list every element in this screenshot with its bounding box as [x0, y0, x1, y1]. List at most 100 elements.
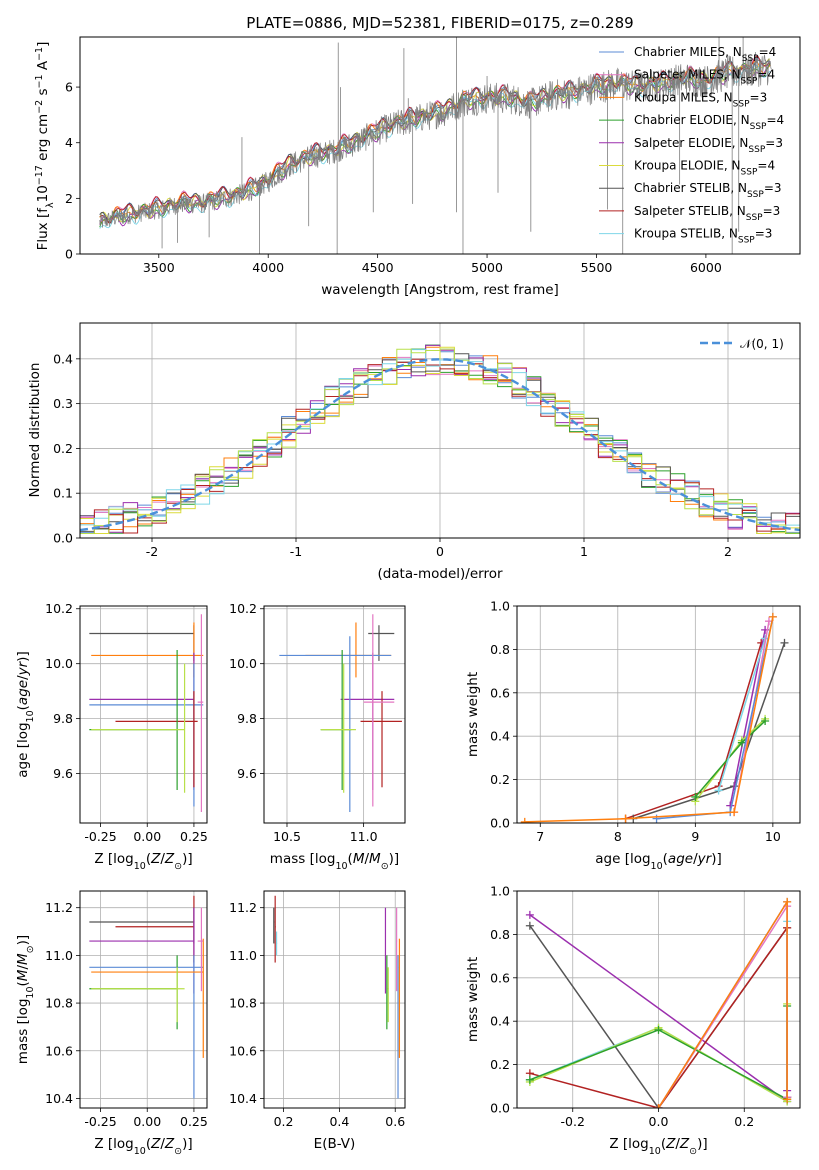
- y-tick-label: 9.6: [53, 766, 73, 781]
- legend-text: Chabrier ELODIE, N: [634, 113, 750, 127]
- label-part: M: [15, 969, 31, 981]
- panel-mass_weight_vs_Z: -0.2 0.0 0.20.00.20.40.60.81.0Z [log10(Z/Z…: [465, 884, 800, 1157]
- weight-marker: [783, 897, 792, 906]
- y-axis-label: age [log10(age/yr)]: [15, 651, 36, 777]
- x-tick-label: -1: [290, 544, 302, 559]
- x-tick-label: 8: [614, 829, 622, 844]
- label-part: mass [log: [15, 999, 31, 1065]
- label-part: )]: [15, 935, 31, 946]
- y-tick-label: 0: [65, 247, 73, 262]
- weight-marker: [654, 1025, 663, 1034]
- legend-sub: SSP: [742, 54, 759, 64]
- label-part: ]: [35, 42, 51, 47]
- weight-marker: [525, 910, 534, 919]
- weight-series: [717, 638, 766, 791]
- axes-frame: [79, 605, 208, 824]
- weight-series: [524, 616, 774, 823]
- y-tick-label: 0.6: [490, 685, 510, 700]
- label-part: (: [15, 981, 31, 986]
- x-tick-label: 4000: [252, 260, 284, 275]
- label-part: M: [369, 851, 381, 867]
- label-part: 10: [25, 710, 36, 722]
- legend-entry: Kroupa MILES, NSSP=3: [634, 90, 767, 109]
- errorbar-point: [396, 907, 398, 992]
- errorbars: [273, 895, 401, 1099]
- x-axis-label: Z [log10(Z/Z⊙)]: [94, 1136, 192, 1157]
- y-tick-label: 9.6: [237, 766, 257, 781]
- legend-entry: 𝒩(0, 1): [740, 337, 784, 351]
- x-tick-label: 10.5: [273, 829, 301, 844]
- legend-text: Kroupa ELODIE, N: [634, 159, 741, 173]
- legend-text: Salpeter MILES, N: [634, 68, 741, 82]
- x-tick-label: -0.25: [84, 1114, 116, 1129]
- y-tick-label: 1.0: [490, 599, 510, 614]
- x-axis-label: (data-model)/error: [377, 566, 503, 582]
- y-tick-label: 9.8: [237, 711, 257, 726]
- label-part: M: [353, 851, 365, 867]
- errorbar-point: [91, 663, 186, 793]
- errorbar-point: [386, 955, 388, 1030]
- legend-sub: SSP: [738, 236, 755, 246]
- y-tick-label: 0.2: [490, 1057, 510, 1072]
- errorbar-point: [398, 938, 401, 1058]
- label-part: ⊙: [174, 1146, 182, 1157]
- y-tick-label: 10.2: [45, 601, 73, 616]
- model-line: [99, 58, 771, 223]
- x-axis-label: E(B-V): [314, 1136, 356, 1152]
- label-part: /: [675, 1136, 680, 1152]
- y-tick-label: 11.0: [45, 948, 73, 963]
- y-axis-label: mass weight: [465, 672, 481, 757]
- panel-spectrum: 3500 4000 4500 5000 5500 6000 0 2 4 6 Chabrier MIL…: [34, 37, 784, 298]
- y-tick-label: 9.8: [53, 711, 73, 726]
- x-tick-label: 9: [691, 829, 699, 844]
- errorbar-point: [89, 955, 204, 1099]
- x-tick-label: -0.25: [84, 829, 116, 844]
- weight-marker: [654, 1104, 663, 1108]
- y-tick-label: 0.4: [490, 729, 510, 744]
- label-part: ⊙: [689, 1146, 697, 1157]
- label-part: −2: [34, 100, 45, 114]
- y-tick-label: 10.4: [45, 1091, 73, 1106]
- weight-marker: [621, 814, 630, 823]
- y-tick-label: 10.8: [229, 996, 257, 1011]
- errorbar-point: [397, 955, 399, 1099]
- label-part: Flux [f: [35, 207, 51, 251]
- x-tick-label: 0.2: [734, 1114, 754, 1129]
- weight-marker: [730, 808, 739, 817]
- label-part: yr: [697, 851, 713, 867]
- label-part: −1: [34, 47, 45, 61]
- figure-title: PLATE=0886, MJD=52381, FIBERID=0175, z=0…: [246, 14, 633, 32]
- x-tick-label: 11.0: [350, 829, 378, 844]
- x-tick-label: 0: [436, 544, 444, 559]
- label-part: E(B-V): [314, 1136, 356, 1152]
- data-line: [99, 51, 772, 228]
- label-part: −17: [34, 165, 45, 185]
- label-part: erg cm: [35, 114, 51, 165]
- errorbar-point: [384, 907, 387, 994]
- histogram-series: [80, 349, 800, 527]
- label-part: Z [log: [94, 851, 133, 867]
- y-tick-label: 10.8: [45, 996, 73, 1011]
- errorbar-point: [360, 691, 402, 788]
- legend-text: =3: [765, 136, 783, 150]
- legend-text: Salpeter STELIB, N: [634, 204, 746, 218]
- x-tick-label: -2: [146, 544, 158, 559]
- legend-text: =3: [764, 181, 782, 195]
- x-tick-label: 5000: [471, 260, 503, 275]
- x-tick-label: 2: [724, 544, 732, 559]
- legend-text: =3: [755, 227, 773, 241]
- errorbar-point: [320, 663, 356, 793]
- x-tick-label: 0.25: [180, 1114, 208, 1129]
- label-part: (: [348, 851, 353, 867]
- legend-sub: SSP: [733, 99, 750, 109]
- label-part: (: [146, 1136, 151, 1152]
- y-tick-label: 0.0: [53, 531, 73, 546]
- y-tick-label: 0.8: [490, 927, 510, 942]
- legend-entry: Salpeter ELODIE, NSSP=3: [634, 136, 783, 155]
- label-part: )]: [182, 1136, 193, 1152]
- label-part: Z: [150, 851, 161, 867]
- weight-marker: [761, 717, 770, 726]
- label-part: )]: [697, 1136, 708, 1152]
